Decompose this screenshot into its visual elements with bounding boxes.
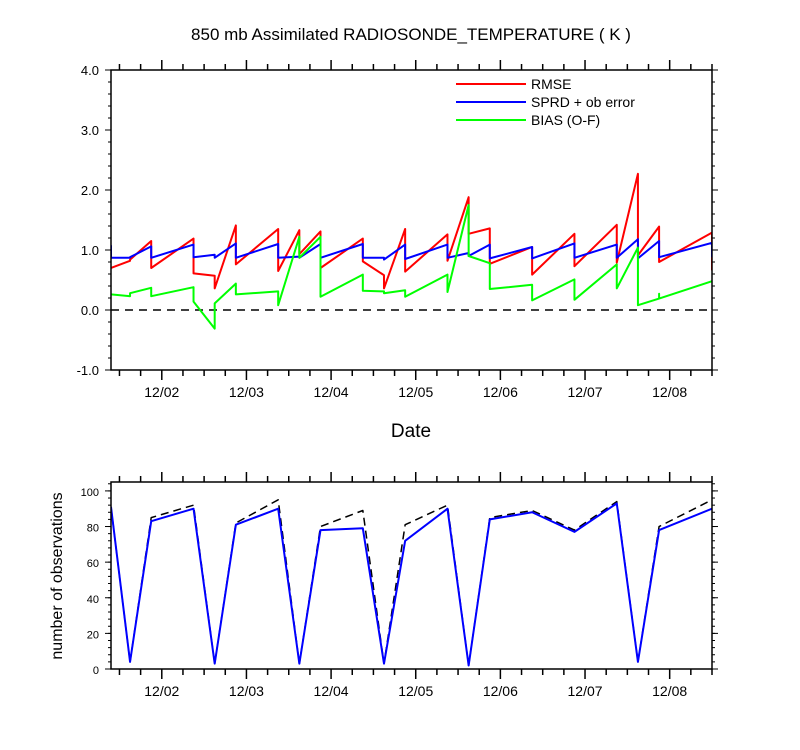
x-tick-label: 12/08 [652, 384, 687, 400]
x-tick-label: 12/06 [483, 384, 518, 400]
y-tick-label: 4.0 [81, 63, 99, 78]
y-tick-label: 80 [87, 523, 99, 535]
bottom-plot-frame [110, 481, 713, 670]
y-axis-title: number of observations [49, 492, 66, 659]
series-line-rmse [111, 172, 712, 290]
top-y-tick-labels: -1.0 0.0 1.0 2.0 3.0 4.0 [77, 63, 99, 378]
series-line-dashed-1 [111, 499, 712, 667]
y-tick-label: 20 [87, 629, 99, 641]
y-tick-label: -1.0 [77, 363, 99, 378]
x-tick-label: 12/05 [398, 384, 433, 400]
x-tick-label: 12/07 [568, 683, 603, 699]
y-tick-label: 60 [87, 558, 99, 570]
top-series-group [111, 172, 712, 330]
y-tick-label: 3.0 [81, 123, 99, 138]
y-tick-label: 100 [81, 487, 99, 499]
top-x-tick-labels: 12/02 12/03 12/04 12/05 12/06 12/07 12/08 [144, 384, 687, 400]
chart-title: 850 mb Assimilated RADIOSONDE_TEMPERATUR… [191, 25, 631, 44]
x-tick-label: 12/06 [483, 683, 518, 699]
x-axis-title: Date [391, 421, 431, 442]
top-panel: 850 mb Assimilated RADIOSONDE_TEMPERATUR… [77, 25, 718, 442]
series-line-bias-o-f [111, 204, 712, 330]
bottom-x-tick-labels: 12/02 12/03 12/04 12/05 12/06 12/07 12/08 [144, 683, 687, 699]
x-tick-label: 12/03 [229, 683, 264, 699]
x-tick-label: 12/02 [144, 683, 179, 699]
series-line-sprd-ob-error [111, 238, 712, 261]
x-tick-label: 12/02 [144, 384, 179, 400]
bottom-series-group [111, 499, 712, 667]
x-tick-label: 12/03 [229, 384, 264, 400]
y-tick-label: 0 [93, 665, 99, 677]
bottom-y-tick-labels: 0 20 40 60 80 100 [81, 487, 99, 677]
legend-label-rmse: RMSE [531, 76, 571, 92]
top-plot-frame [110, 69, 713, 371]
x-tick-label: 12/07 [568, 384, 603, 400]
legend-label-sprd: SPRD + ob error [531, 94, 635, 110]
legend-label-bias: BIAS (O-F) [531, 112, 600, 128]
x-tick-label: 12/05 [398, 683, 433, 699]
series-line-solid-0 [111, 502, 712, 667]
x-tick-label: 12/04 [314, 384, 349, 400]
y-tick-label: 2.0 [81, 183, 99, 198]
x-tick-label: 12/08 [652, 683, 687, 699]
legend: RMSE SPRD + ob error BIAS (O-F) [456, 76, 635, 128]
y-tick-label: 40 [87, 594, 99, 606]
x-tick-label: 12/04 [314, 683, 349, 699]
y-tick-label: 0.0 [81, 303, 99, 318]
y-tick-label: 1.0 [81, 243, 99, 258]
